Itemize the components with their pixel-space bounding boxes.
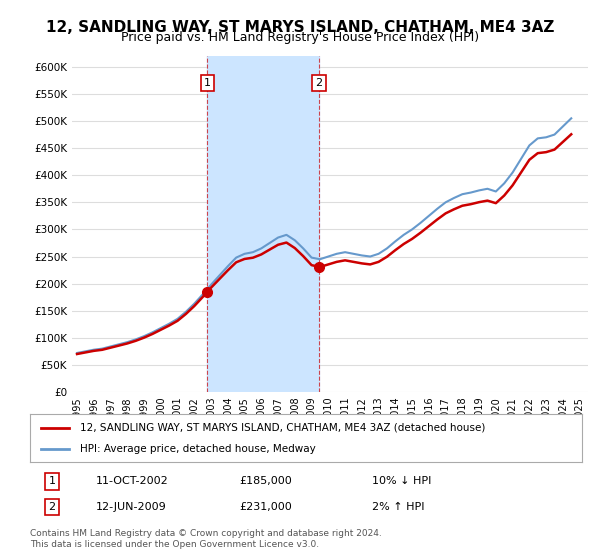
Text: 12-JUN-2009: 12-JUN-2009 (96, 502, 167, 512)
Text: 2% ↑ HPI: 2% ↑ HPI (372, 502, 425, 512)
Text: 10% ↓ HPI: 10% ↓ HPI (372, 476, 431, 486)
Text: £185,000: £185,000 (240, 476, 293, 486)
Text: Price paid vs. HM Land Registry's House Price Index (HPI): Price paid vs. HM Land Registry's House … (121, 31, 479, 44)
Bar (208, 56, 319, 392)
Text: 2: 2 (316, 78, 323, 88)
Text: 12, SANDLING WAY, ST MARYS ISLAND, CHATHAM, ME4 3AZ: 12, SANDLING WAY, ST MARYS ISLAND, CHATH… (46, 20, 554, 35)
Text: HPI: Average price, detached house, Medway: HPI: Average price, detached house, Medw… (80, 444, 316, 454)
Text: 1: 1 (49, 476, 56, 486)
Text: £231,000: £231,000 (240, 502, 293, 512)
Text: 2: 2 (49, 502, 56, 512)
Text: 12, SANDLING WAY, ST MARYS ISLAND, CHATHAM, ME4 3AZ (detached house): 12, SANDLING WAY, ST MARYS ISLAND, CHATH… (80, 423, 485, 433)
Text: 11-OCT-2002: 11-OCT-2002 (96, 476, 169, 486)
Text: 1: 1 (204, 78, 211, 88)
Text: Contains HM Land Registry data © Crown copyright and database right 2024.
This d: Contains HM Land Registry data © Crown c… (30, 529, 382, 549)
